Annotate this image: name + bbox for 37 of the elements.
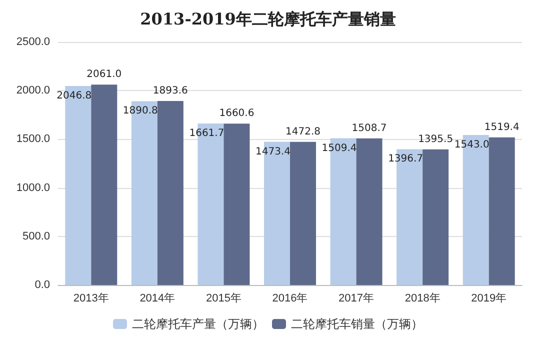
x-tick-label: 2018年 xyxy=(404,292,440,304)
y-tick-label: 2500.0 xyxy=(16,36,50,48)
bar xyxy=(91,84,118,285)
bar xyxy=(290,142,316,285)
x-tick-label: 2019年 xyxy=(471,292,507,304)
y-tick-label: 2000.0 xyxy=(16,84,50,97)
data-label: 1473.4 xyxy=(256,146,290,158)
data-label: 2046.8 xyxy=(56,90,92,102)
data-label: 1519.4 xyxy=(484,122,520,133)
y-tick-label: 1000.0 xyxy=(16,182,50,194)
data-label: 1890.8 xyxy=(122,106,158,117)
y-tick-label: 1500.0 xyxy=(16,133,50,146)
x-tick-label: 2013年 xyxy=(73,292,109,304)
data-label: 1661.7 xyxy=(189,128,224,139)
x-tick-label: 2016年 xyxy=(272,292,308,304)
x-tick-label: 2017年 xyxy=(338,292,374,304)
bar xyxy=(356,138,382,285)
legend-label: 二轮摩托车销量（万辆） xyxy=(291,317,423,331)
bar xyxy=(422,149,449,285)
x-tick-label: 2014年 xyxy=(140,292,176,304)
bar xyxy=(488,137,515,285)
data-label: 1660.6 xyxy=(219,108,254,120)
chart-title: 2013-2019年二轮摩托车产量销量 xyxy=(140,10,396,28)
data-label: 2061.0 xyxy=(86,69,122,80)
bar xyxy=(157,100,184,285)
data-label: 1508.7 xyxy=(352,122,387,134)
data-label: 1472.8 xyxy=(286,126,320,138)
y-tick-label: 0.0 xyxy=(34,279,50,291)
x-tick-label: 2015年 xyxy=(206,292,242,304)
data-label: 1543.0 xyxy=(454,140,490,151)
legend-label: 二轮摩托车产量（万辆） xyxy=(132,317,264,331)
data-label: 1396.7 xyxy=(388,154,424,165)
bar xyxy=(224,124,250,285)
data-label: 1509.4 xyxy=(322,142,357,154)
y-tick-label: 500.0 xyxy=(22,230,50,242)
data-label: 1893.6 xyxy=(152,85,188,96)
data-label: 1395.5 xyxy=(418,134,454,145)
